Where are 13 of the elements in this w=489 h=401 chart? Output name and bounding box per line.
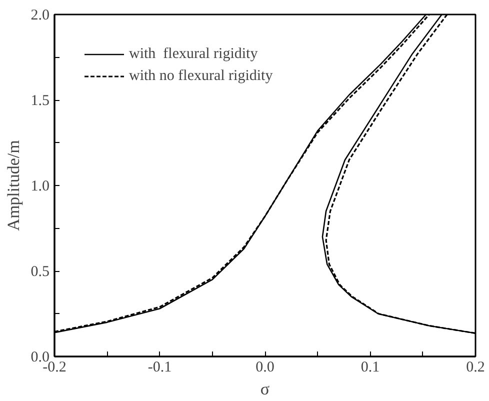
legend-label: with flexural rigidity bbox=[129, 46, 258, 62]
x-tick-label: 0.1 bbox=[360, 360, 380, 376]
text: 0.0 bbox=[30, 350, 50, 366]
text: 0.0 bbox=[256, 360, 274, 376]
x-axis-title: σ bbox=[260, 380, 270, 398]
y-axis-title: Amplitude/m bbox=[4, 140, 23, 231]
text: 2.0 bbox=[30, 8, 50, 24]
legend-label: with no flexural rigidity bbox=[129, 68, 273, 84]
text: 1.0 bbox=[30, 178, 50, 194]
y-tick-label: 0.5 bbox=[30, 264, 50, 280]
y-tick-label: 1.5 bbox=[30, 93, 50, 109]
x-tick-label: -0.1 bbox=[148, 360, 172, 376]
x-tick-label: 0.2 bbox=[466, 360, 485, 376]
